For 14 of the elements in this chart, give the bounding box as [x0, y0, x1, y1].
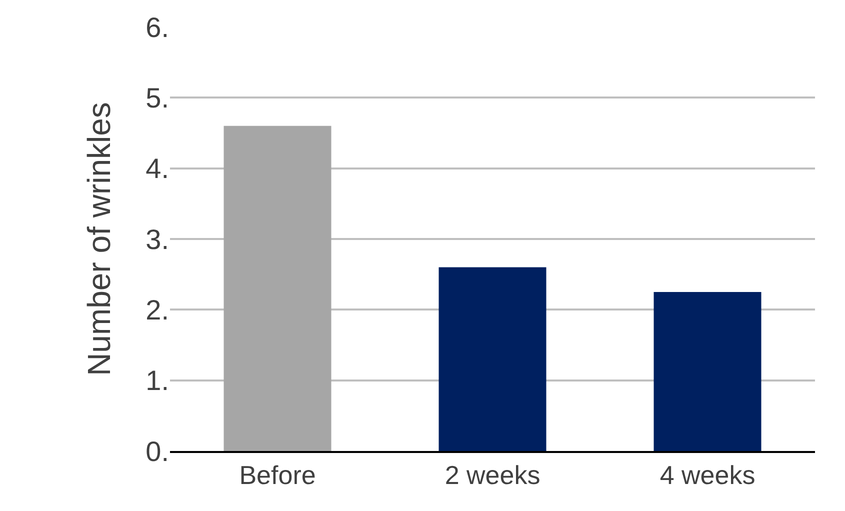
y-tick-label: 5.	[146, 82, 169, 114]
y-tick-label: 4.	[146, 153, 169, 184]
y-tick-label: 1.	[146, 365, 169, 396]
y-tick-label: 6.	[146, 12, 169, 43]
y-tick-label: 0.	[146, 436, 169, 467]
y-tick-label: 3.	[146, 224, 169, 255]
bar	[654, 292, 762, 451]
x-tick-label: 4 weeks	[660, 460, 756, 490]
bar	[224, 126, 332, 451]
y-axis-title: Number of wrinkles	[80, 102, 117, 376]
x-tick-label: 2 weeks	[444, 460, 540, 490]
bar	[438, 267, 546, 451]
y-tick-label: 2.	[146, 294, 169, 326]
x-tick-label: Before	[239, 460, 316, 490]
